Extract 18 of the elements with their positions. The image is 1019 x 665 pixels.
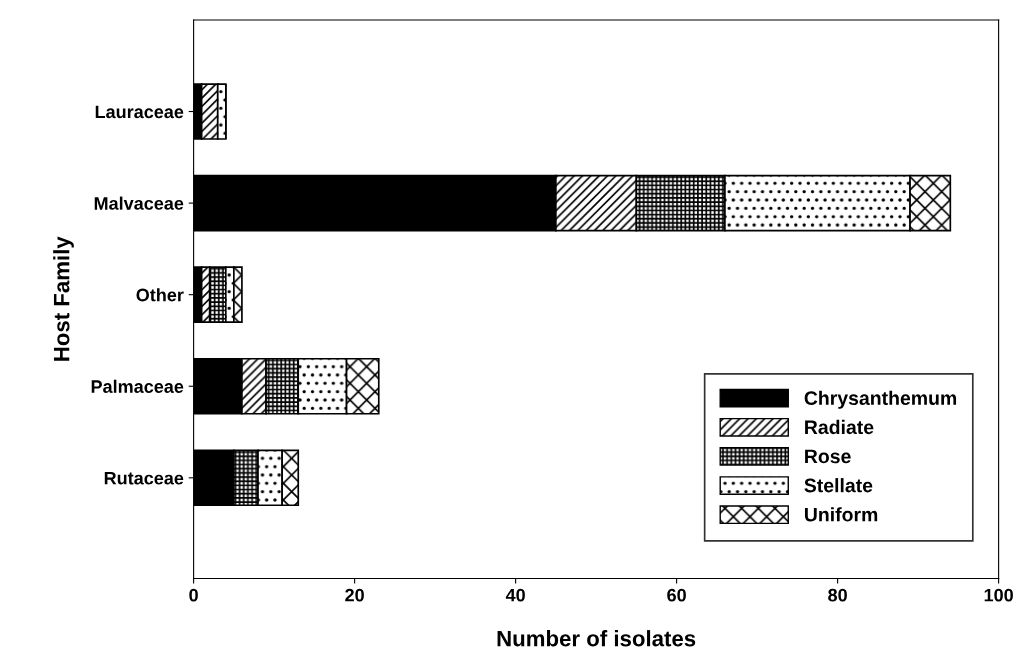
- y-tick-label: Palmaceae: [91, 379, 184, 393]
- legend-label: Rose: [805, 449, 851, 464]
- x-tick-label: 0: [189, 588, 198, 602]
- y-axis-title: Host Family: [53, 236, 74, 361]
- x-tick-label: 80: [828, 588, 847, 602]
- x-tick-label: 20: [345, 588, 364, 602]
- y-tick-label: Rutaceae: [104, 471, 184, 485]
- y-tick-label: Malvaceae: [94, 196, 184, 210]
- x-tick-label: 60: [667, 588, 686, 602]
- legend-label: Stellate: [804, 478, 873, 493]
- legend-label: Radiate: [805, 419, 874, 435]
- legend-label: Chrysanthemum: [804, 390, 957, 409]
- x-tick-label: 100: [984, 588, 1013, 602]
- x-axis-title: Number of isolates: [497, 630, 696, 647]
- x-tick-label: 40: [505, 588, 525, 602]
- y-tick-label: Lauraceae: [95, 105, 184, 119]
- legend-label: Uniform: [804, 507, 878, 522]
- y-tick-label: Other: [136, 288, 184, 302]
